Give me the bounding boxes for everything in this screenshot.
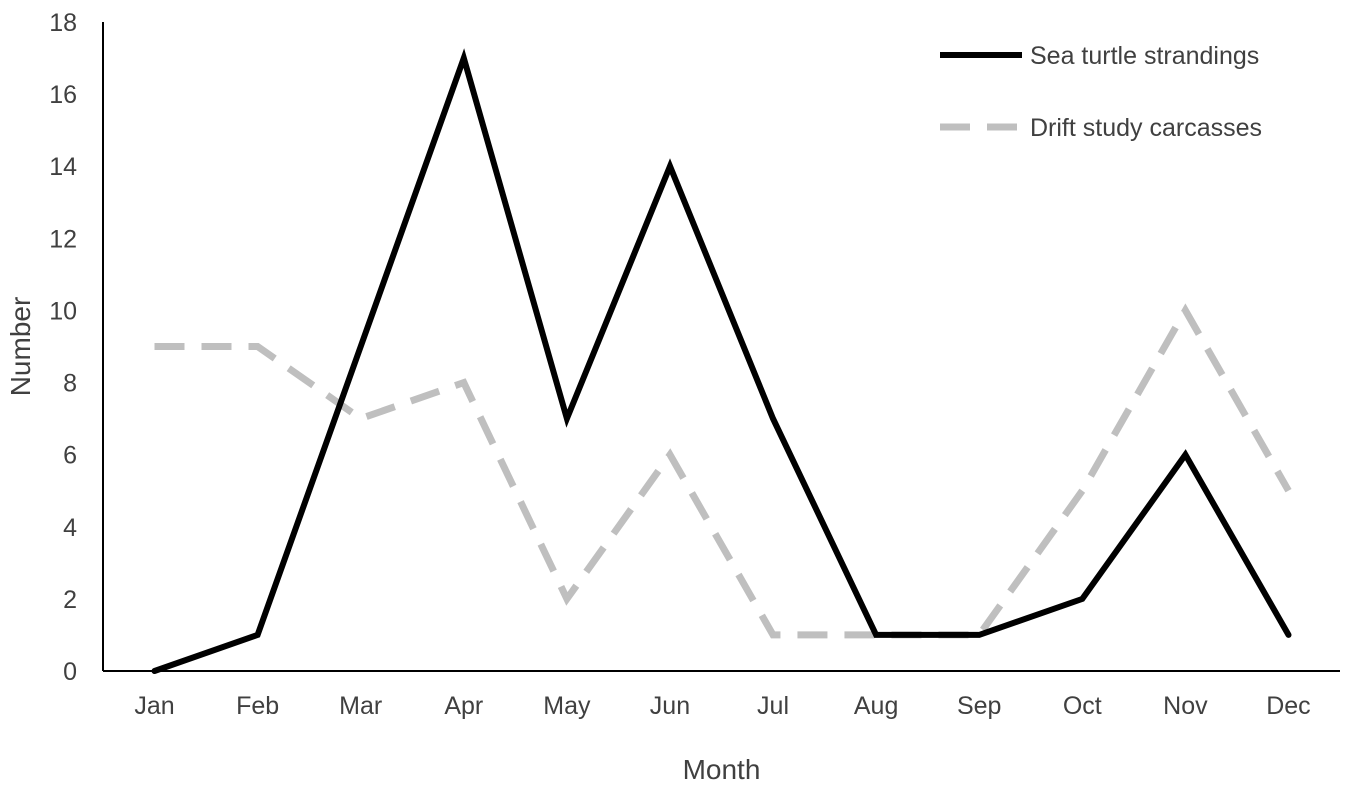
x-tick-label-oct: Oct — [1063, 692, 1102, 720]
y-tick-label: 0 — [63, 658, 77, 686]
x-tick-label-feb: Feb — [236, 692, 279, 720]
x-tick-label-sep: Sep — [957, 692, 1001, 720]
x-tick-label-jan: Jan — [134, 692, 174, 720]
y-tick-label: 14 — [49, 153, 77, 181]
x-axis-title: Month — [683, 754, 761, 785]
x-tick-label-dec: Dec — [1266, 692, 1310, 720]
x-tick-label-mar: Mar — [339, 692, 382, 720]
legend-label-sea-turtle-strandings: Sea turtle strandings — [1030, 42, 1259, 70]
legend-label-drift-study-carcasses: Drift study carcasses — [1030, 114, 1262, 142]
y-tick-label: 10 — [49, 297, 77, 325]
y-tick-label: 8 — [63, 370, 77, 398]
y-tick-label: 2 — [63, 586, 77, 614]
x-tick-label-nov: Nov — [1163, 692, 1208, 720]
x-tick-label-apr: Apr — [444, 692, 483, 720]
x-tick-labels: Jan Feb Mar Apr May Jun Jul Aug Sep Oct Nov Dec — [134, 692, 1310, 720]
series-line-drift-study-carcasses — [154, 303, 1292, 639]
y-tick-label: 16 — [49, 81, 77, 109]
y-tick-label: 18 — [49, 9, 77, 37]
axes — [102, 22, 1340, 672]
x-tick-label-aug: Aug — [854, 692, 898, 720]
y-tick-label: 6 — [63, 442, 77, 470]
x-tick-label-jun: Jun — [650, 692, 690, 720]
legend: Sea turtle strandings Drift study carcas… — [940, 42, 1262, 142]
y-tick-labels: 0 2 4 6 8 10 12 14 16 18 — [49, 9, 77, 686]
y-tick-label: 4 — [63, 514, 77, 542]
series-layer — [151, 48, 1292, 674]
series-line-sea-turtle-strandings — [151, 48, 1292, 674]
x-tick-label-may: May — [543, 692, 591, 720]
y-axis-title: Number — [5, 297, 36, 397]
y-tick-label: 12 — [49, 225, 77, 253]
x-tick-label-jul: Jul — [757, 692, 789, 720]
